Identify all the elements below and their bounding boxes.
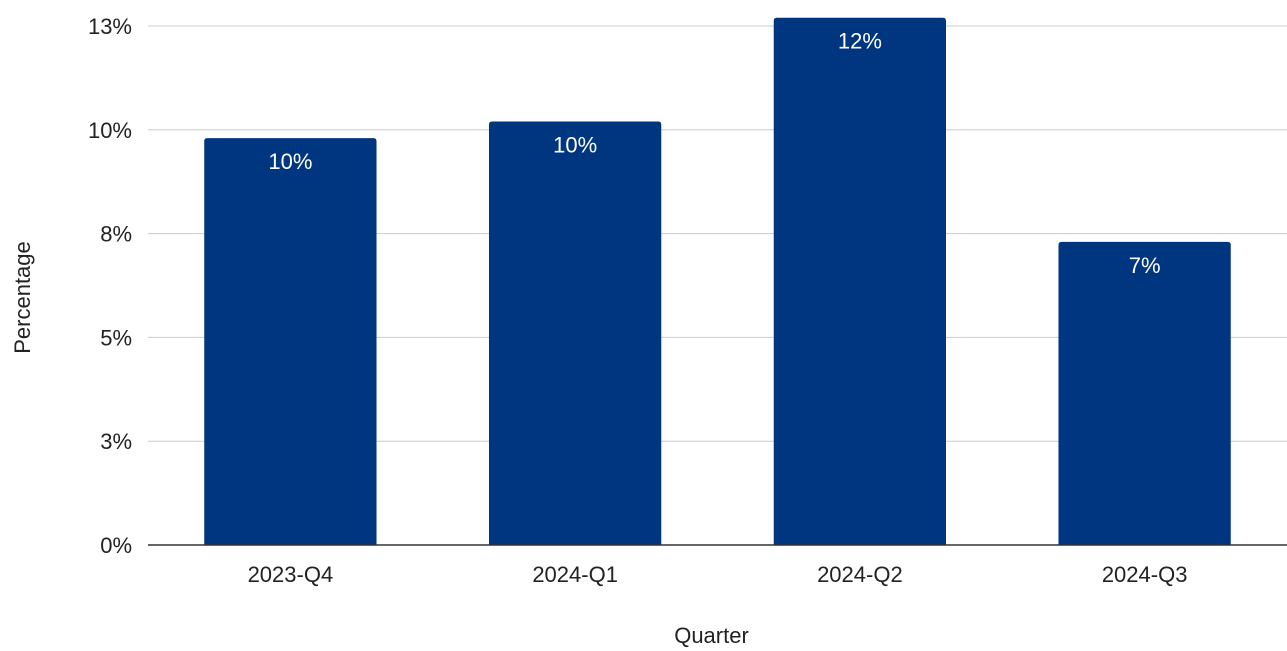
data-label-2023-q4: 10% [268, 149, 312, 174]
y-tick-label: 8% [100, 222, 132, 247]
x-axis-title: Quarter [674, 623, 749, 648]
data-label-2024-q3: 7% [1129, 253, 1161, 278]
bar-data-labels: 10% 10% 12% 7% [268, 29, 1160, 278]
data-label-2024-q2: 12% [838, 29, 882, 54]
y-axis-tick-labels: 0% 3% 5% 8% 10% 13% [88, 14, 132, 558]
bar-2024-q3 [1058, 241, 1231, 546]
y-tick-label: 0% [100, 533, 132, 558]
bar-2024-q1 [488, 121, 662, 545]
data-label-2024-q1: 10% [553, 132, 597, 157]
y-tick-label: 5% [100, 325, 132, 350]
x-tick-label: 2024-Q1 [532, 562, 618, 587]
bars [204, 17, 1231, 546]
y-tick-label: 3% [100, 429, 132, 454]
x-tick-label: 2023-Q4 [248, 562, 334, 587]
y-axis-title: Percentage [10, 241, 35, 354]
bar-2024-q2 [773, 17, 947, 546]
bar-2023-q4 [204, 138, 377, 545]
y-tick-label: 13% [88, 14, 132, 39]
x-tick-label: 2024-Q3 [1102, 562, 1188, 587]
x-axis-tick-labels: 2023-Q4 2024-Q1 2024-Q2 2024-Q3 [248, 562, 1188, 587]
x-tick-label: 2024-Q2 [817, 562, 903, 587]
y-tick-label: 10% [88, 118, 132, 143]
